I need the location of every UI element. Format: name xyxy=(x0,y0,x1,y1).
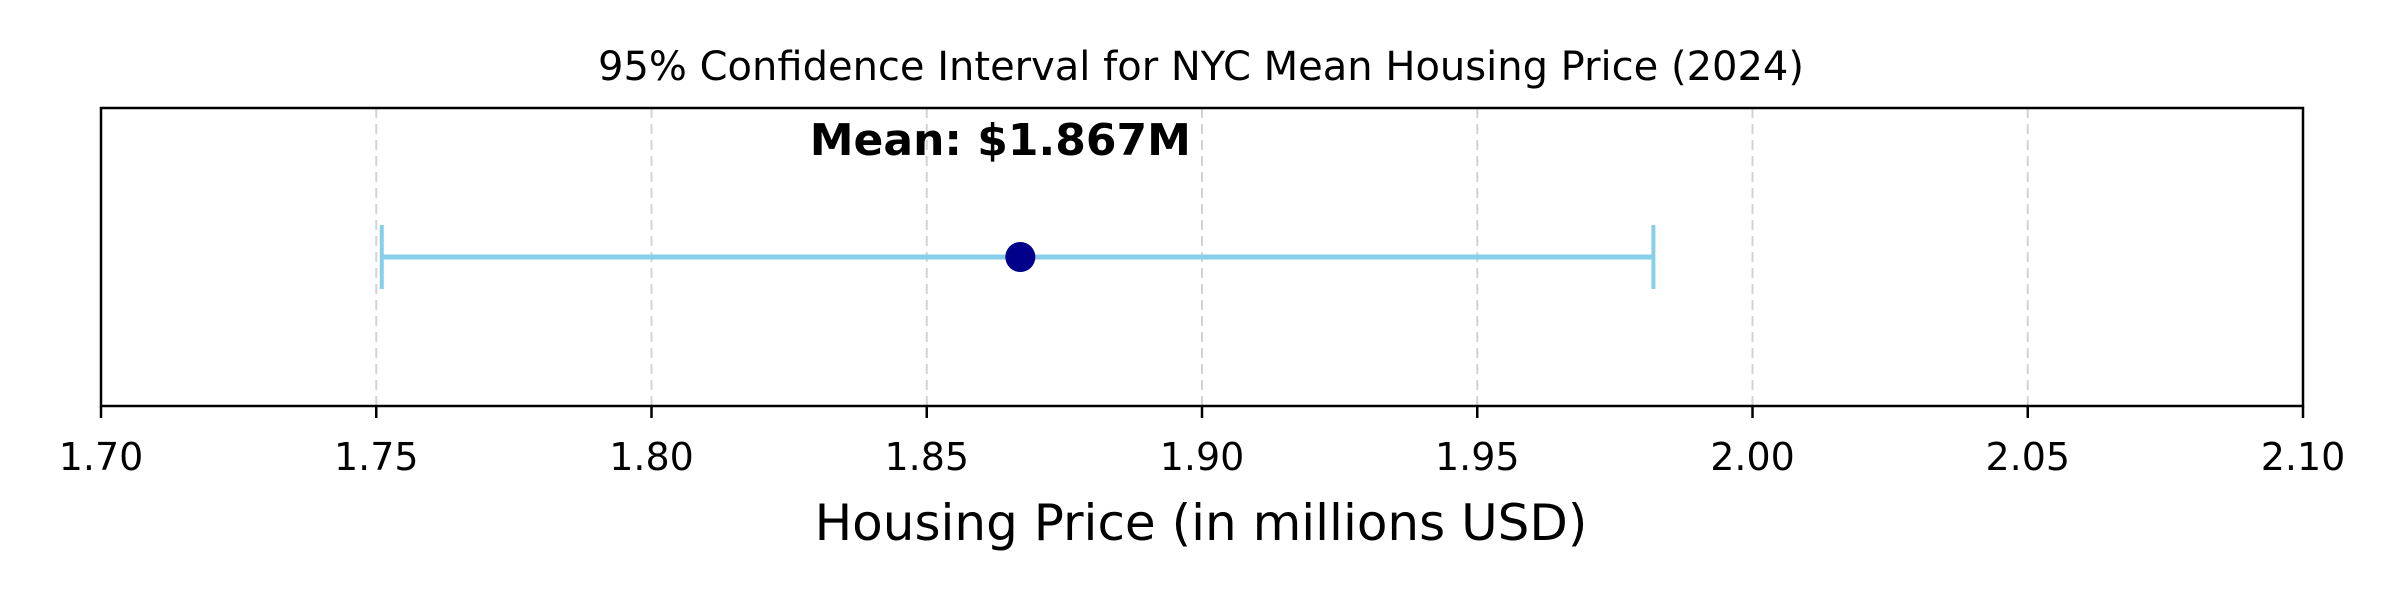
x-tick-label: 1.95 xyxy=(1435,435,1520,479)
x-tick-label: 1.75 xyxy=(334,435,419,479)
x-tick-label: 1.85 xyxy=(884,435,969,479)
x-tick-label: 2.00 xyxy=(1710,435,1795,479)
x-tick-label: 2.05 xyxy=(1985,435,2070,479)
x-tick-label: 1.80 xyxy=(609,435,694,479)
x-tick-label: 1.90 xyxy=(1160,435,1245,479)
x-axis-ticks: 1.70 1.75 1.80 1.85 1.90 1.95 2.00 2.05 2.10 xyxy=(59,406,2346,479)
x-tick-label: 1.70 xyxy=(59,435,144,479)
x-axis-title: Housing Price (in millions USD) xyxy=(815,494,1588,552)
mean-point xyxy=(1005,242,1036,272)
x-tick-label: 2.10 xyxy=(2261,435,2346,479)
mean-annotation: Mean: $1.867M xyxy=(810,115,1191,166)
data-layer: Mean: $1.867M xyxy=(379,115,1656,289)
plot-frame xyxy=(99,106,2305,408)
chart-title: 95% Confidence Interval for NYC Mean Hou… xyxy=(598,44,1804,90)
